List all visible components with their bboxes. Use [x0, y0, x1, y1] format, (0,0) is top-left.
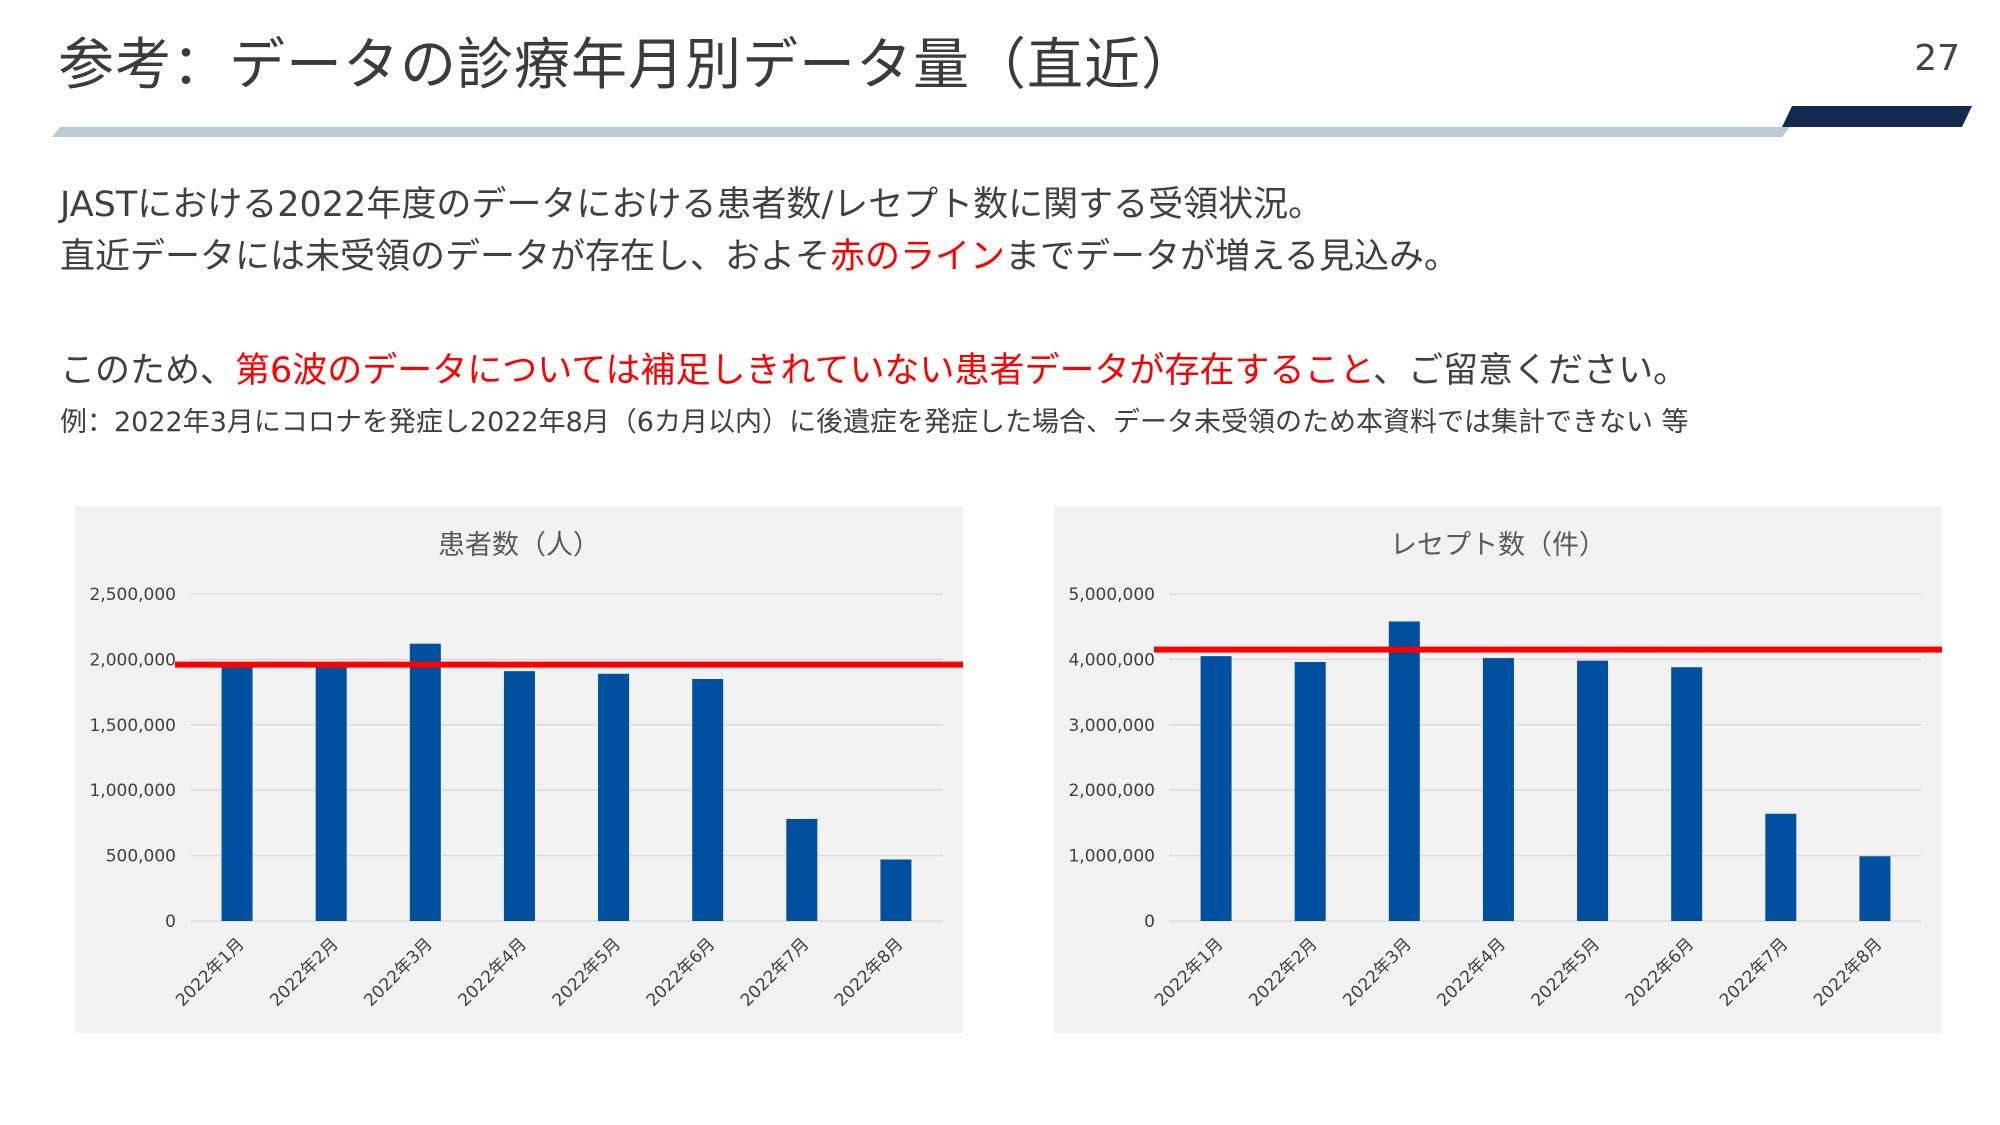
x-tick-label: 2022年3月 — [1339, 934, 1415, 1010]
bar — [1577, 660, 1609, 921]
x-tick-label: 2022年4月 — [455, 934, 531, 1010]
y-tick-label: 2,500,000 — [89, 585, 176, 605]
bar — [1388, 621, 1420, 921]
red-line-highlight: 赤のライン — [830, 237, 1006, 277]
x-tick-label: 2022年2月 — [266, 934, 342, 1010]
caution-highlight: 第6波のデータについては補足しきれていない患者データが存在すること — [235, 351, 1374, 391]
title-underline — [52, 106, 1972, 137]
bar — [315, 665, 347, 921]
patients-chart-panel: 患者数（人） 0 500,000 1,000,000 1,500,000 2,000,00… — [75, 506, 963, 1033]
bar — [1859, 856, 1891, 921]
receipts-chart: レセプト数（件） 0 1,000,000 2,000,000 3,000,000 4,00… — [1068, 530, 1942, 1011]
x-tick-label: 2022年2月 — [1245, 934, 1321, 1010]
title-band-dark — [1782, 106, 1972, 127]
receipts-chart-panel: レセプト数（件） 0 1,000,000 2,000,000 3,000,000 4,00… — [1054, 506, 1942, 1033]
caution-text: このため、第6波のデータについては補足しきれていない患者データが存在すること、ご… — [60, 342, 1688, 393]
y-tick-label: 0 — [1144, 912, 1155, 932]
x-tick-label: 2022年4月 — [1434, 934, 1510, 1010]
bar — [503, 671, 535, 921]
bar — [409, 643, 441, 921]
y-tick-label: 1,000,000 — [89, 781, 176, 801]
x-tick-label: 2022年8月 — [1810, 934, 1886, 1010]
bar — [598, 673, 630, 921]
x-tick-label: 2022年1月 — [1151, 934, 1227, 1010]
bar — [1482, 658, 1514, 921]
bar — [692, 679, 724, 921]
bar — [221, 665, 253, 921]
bar — [1765, 813, 1797, 921]
y-tick-label: 0 — [165, 912, 176, 932]
y-tick-label: 1,500,000 — [89, 716, 176, 736]
caution-text-b: 、ご留意ください。 — [1373, 351, 1689, 391]
x-tick-label: 2022年6月 — [643, 934, 719, 1010]
expectation-text-b: までデータが増える見込み。 — [1005, 237, 1459, 277]
bar — [880, 859, 912, 921]
expectation-text: 直近データには未受領のデータが存在し、およそ赤のラインまでデータが増える見込み。 — [60, 228, 1459, 279]
page-title: 参考：データの診療年月別データ量（直近） — [58, 33, 1198, 98]
patients-chart: 患者数（人） 0 500,000 1,000,000 1,500,000 2,000,00… — [89, 530, 963, 1011]
example-text: 例：2022年3月にコロナを発症し2022年8月（6カ月以内）に後遺症を発症した… — [60, 407, 1689, 438]
bar — [1671, 667, 1703, 921]
y-tick-label: 2,000,000 — [89, 650, 176, 670]
title-band-light — [52, 127, 1790, 137]
y-tick-label: 3,000,000 — [1068, 716, 1155, 736]
bar — [1294, 662, 1326, 921]
x-tick-label: 2022年7月 — [1716, 934, 1792, 1010]
y-tick-label: 5,000,000 — [1068, 585, 1155, 605]
y-tick-label: 1,000,000 — [1068, 847, 1155, 867]
chart-title: 患者数（人） — [438, 530, 600, 561]
x-tick-label: 2022年7月 — [737, 934, 813, 1010]
x-tick-label: 2022年5月 — [1528, 934, 1604, 1010]
bar — [786, 818, 818, 921]
page-number: 27 — [1914, 38, 1960, 79]
caution-text-a: このため、 — [60, 351, 236, 391]
chart-title: レセプト数（件） — [1390, 530, 1606, 561]
x-tick-label: 2022年3月 — [360, 934, 436, 1010]
x-tick-label: 2022年6月 — [1622, 934, 1698, 1010]
x-tick-label: 2022年5月 — [549, 934, 625, 1010]
x-tick-label: 2022年1月 — [172, 934, 248, 1010]
intro-text: JASTにおける2022年度のデータにおける患者数/レセプト数に関する受領状況。 — [60, 185, 1324, 225]
y-tick-label: 4,000,000 — [1068, 650, 1155, 670]
x-tick-label: 2022年8月 — [831, 934, 907, 1010]
y-tick-label: 2,000,000 — [1068, 781, 1155, 801]
expectation-text-a: 直近データには未受領のデータが存在し、およそ — [60, 237, 831, 277]
y-tick-label: 500,000 — [106, 847, 176, 867]
bar — [1200, 656, 1232, 921]
